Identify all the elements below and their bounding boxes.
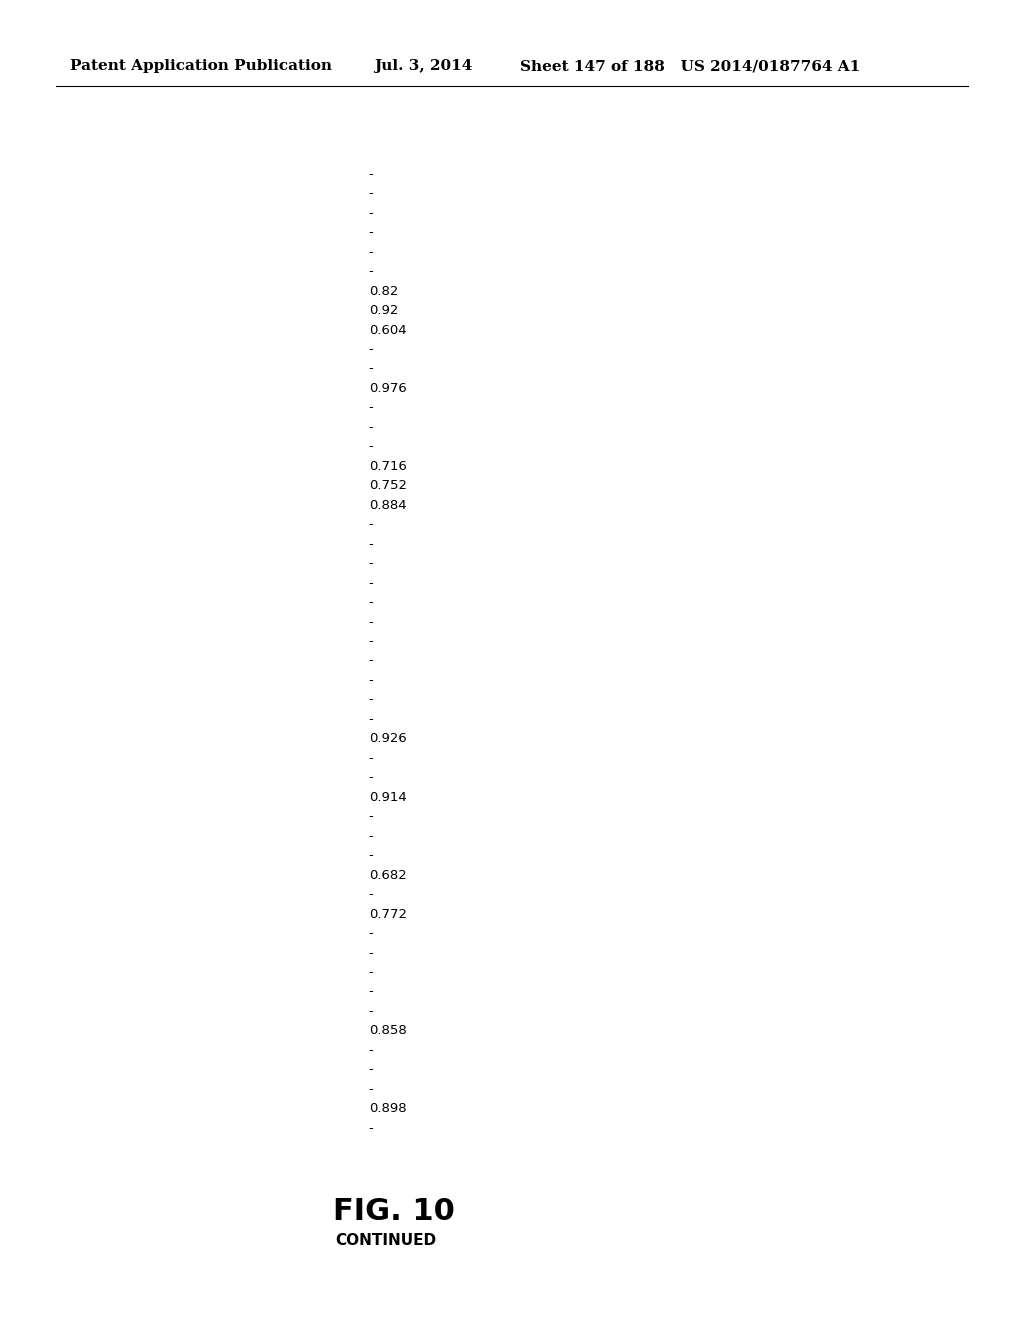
Text: 0.82: 0.82 [369, 285, 398, 297]
Text: -: - [369, 343, 374, 356]
Text: 0.898: 0.898 [369, 1102, 407, 1115]
Text: 0.926: 0.926 [369, 733, 407, 746]
Text: Sheet 147 of 188   US 2014/0187764 A1: Sheet 147 of 188 US 2014/0187764 A1 [520, 59, 860, 73]
Text: -: - [369, 421, 374, 434]
Text: -: - [369, 752, 374, 764]
Text: -: - [369, 966, 374, 979]
Text: -: - [369, 849, 374, 862]
Text: -: - [369, 675, 374, 686]
Text: -: - [369, 1082, 374, 1096]
Text: -: - [369, 265, 374, 279]
Text: -: - [369, 441, 374, 453]
Text: -: - [369, 207, 374, 219]
Text: Jul. 3, 2014: Jul. 3, 2014 [374, 59, 472, 73]
Text: -: - [369, 519, 374, 531]
Text: FIG. 10: FIG. 10 [333, 1197, 455, 1226]
Text: 0.884: 0.884 [369, 499, 407, 512]
Text: -: - [369, 1044, 374, 1057]
Text: -: - [369, 168, 374, 181]
Text: -: - [369, 363, 374, 375]
Text: -: - [369, 1005, 374, 1018]
Text: -: - [369, 713, 374, 726]
Text: -: - [369, 226, 374, 239]
Text: -: - [369, 946, 374, 960]
Text: 0.92: 0.92 [369, 304, 398, 317]
Text: 0.772: 0.772 [369, 908, 407, 920]
Text: -: - [369, 187, 374, 201]
Text: -: - [369, 655, 374, 668]
Text: -: - [369, 1064, 374, 1076]
Text: -: - [369, 830, 374, 842]
Text: -: - [369, 615, 374, 628]
Text: -: - [369, 246, 374, 259]
Text: -: - [369, 537, 374, 550]
Text: -: - [369, 577, 374, 590]
Text: 0.752: 0.752 [369, 479, 407, 492]
Text: 0.682: 0.682 [369, 869, 407, 882]
Text: CONTINUED: CONTINUED [335, 1233, 436, 1249]
Text: -: - [369, 986, 374, 998]
Text: -: - [369, 401, 374, 414]
Text: 0.716: 0.716 [369, 459, 407, 473]
Text: -: - [369, 771, 374, 784]
Text: 0.914: 0.914 [369, 791, 407, 804]
Text: -: - [369, 927, 374, 940]
Text: 0.976: 0.976 [369, 381, 407, 395]
Text: 0.604: 0.604 [369, 323, 407, 337]
Text: Patent Application Publication: Patent Application Publication [70, 59, 332, 73]
Text: -: - [369, 635, 374, 648]
Text: -: - [369, 693, 374, 706]
Text: -: - [369, 810, 374, 824]
Text: -: - [369, 597, 374, 609]
Text: 0.858: 0.858 [369, 1024, 407, 1038]
Text: -: - [369, 1122, 374, 1135]
Text: -: - [369, 557, 374, 570]
Text: -: - [369, 888, 374, 902]
